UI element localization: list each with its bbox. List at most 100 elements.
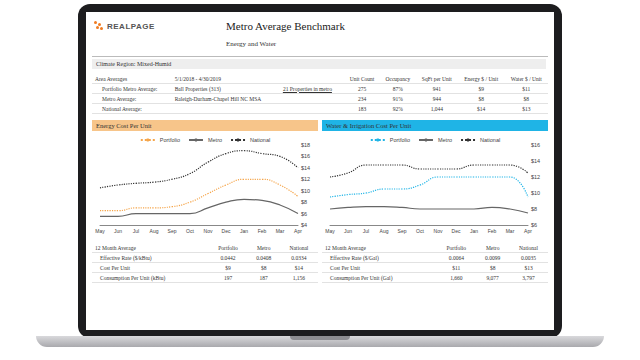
- svg-text:Portfolio: Portfolio: [390, 137, 410, 143]
- svg-text:$16: $16: [531, 142, 540, 148]
- svg-text:May: May: [325, 228, 335, 234]
- html-text:Unit Count: Unit Count: [349, 75, 375, 82]
- svg-text:Jan: Jan: [240, 228, 248, 234]
- svg-text:National: National: [480, 137, 500, 143]
- svg-text:Dec: Dec: [452, 228, 461, 234]
- html-text:$11: $11: [522, 85, 531, 92]
- html-text:$8: $8: [489, 264, 496, 271]
- html-text:Metro: Metro: [485, 244, 500, 251]
- html-text:Energy $ / Unit: Energy $ / Unit: [464, 75, 499, 82]
- html-text:Cost Per Unit: Cost Per Unit: [330, 264, 360, 271]
- svg-text:Aug: Aug: [380, 228, 389, 234]
- html-text:92%: 92%: [392, 105, 403, 112]
- html-text:944: 944: [432, 95, 441, 102]
- html-text:0.0064: 0.0064: [448, 254, 464, 261]
- html-text:0.0334: 0.0334: [291, 254, 307, 261]
- html-text:Portfolio: Portfolio: [218, 244, 238, 251]
- svg-text:Apr: Apr: [524, 228, 532, 234]
- svg-text:$6: $6: [531, 222, 537, 228]
- html-text:234: 234: [357, 95, 367, 102]
- html-text:Area Averages: Area Averages: [95, 75, 128, 82]
- html-text:Occupancy: Occupancy: [385, 75, 411, 82]
- html-text:Metro Average:: Metro Average:: [102, 95, 137, 102]
- html-text:$11: $11: [452, 264, 461, 271]
- svg-text:Oct: Oct: [416, 228, 424, 234]
- html-text:Raleigh-Durham-Chapel Hill NC: Raleigh-Durham-Chapel Hill NC MSA: [174, 95, 262, 102]
- svg-text:$10: $10: [531, 190, 540, 196]
- svg-text:$6: $6: [301, 211, 307, 217]
- html-text:National Average:: National Average:: [102, 105, 142, 112]
- html-text:Metro Average Benchmark: Metro Average Benchmark: [226, 20, 345, 32]
- svg-text:Mar: Mar: [506, 228, 515, 234]
- svg-text:Sep: Sep: [398, 228, 407, 234]
- html-text:5/1/2018 - 4/30/2019: 5/1/2018 - 4/30/2019: [174, 75, 222, 82]
- html-text:12 Month Average: 12 Month Average: [95, 244, 136, 251]
- html-text:$13: $13: [524, 264, 533, 271]
- html-text:$13: $13: [522, 105, 531, 112]
- html-text:Water $ / Unit: Water $ / Unit: [510, 75, 542, 82]
- svg-text:$12: $12: [301, 176, 310, 182]
- svg-text:Nov: Nov: [204, 228, 213, 234]
- svg-text:Nov: Nov: [434, 228, 443, 234]
- html-text:187: 187: [259, 274, 268, 281]
- svg-text:Metro: Metro: [438, 137, 452, 143]
- html-text:Energy Cost Per Unit: Energy Cost Per Unit: [96, 122, 152, 129]
- html-text:941: 941: [432, 85, 441, 92]
- svg-text:Aug: Aug: [150, 228, 159, 234]
- html-text:Portfolio Metro Average:: Portfolio Metro Average:: [102, 85, 158, 92]
- svg-text:Oct: Oct: [186, 228, 194, 234]
- html-text:0.0442: 0.0442: [220, 254, 236, 261]
- svg-text:$14: $14: [301, 165, 310, 171]
- svg-text:National: National: [250, 137, 270, 143]
- html-text:87%: 87%: [392, 85, 403, 92]
- html-text:$14: $14: [294, 264, 303, 271]
- svg-text:May: May: [95, 228, 105, 234]
- html-text:0.0099: 0.0099: [485, 254, 501, 261]
- svg-text:$14: $14: [531, 158, 540, 164]
- svg-text:$16: $16: [301, 153, 310, 159]
- svg-text:Mar: Mar: [276, 228, 285, 234]
- html-text:$14: $14: [477, 105, 486, 112]
- svg-text:Portfolio: Portfolio: [160, 137, 180, 143]
- svg-text:Jul: Jul: [363, 228, 369, 234]
- html-text:Ball Properties (313): Ball Properties (313): [174, 85, 221, 92]
- svg-text:Sep: Sep: [168, 228, 177, 234]
- html-text:Cost Per Unit: Cost Per Unit: [100, 264, 130, 271]
- svg-text:Jun: Jun: [344, 228, 352, 234]
- svg-text:Metro: Metro: [208, 137, 222, 143]
- html-text:21 Properties in metro: 21 Properties in metro: [282, 85, 332, 92]
- html-text:0.0408: 0.0408: [256, 254, 272, 261]
- svg-text:Feb: Feb: [488, 228, 497, 234]
- html-text:National: National: [289, 244, 309, 251]
- svg-text:$8: $8: [301, 199, 307, 205]
- html-text:12 Month Average: 12 Month Average: [325, 244, 366, 251]
- html-text:91%: 91%: [392, 95, 403, 102]
- svg-text:Feb: Feb: [258, 228, 267, 234]
- svg-text:$10: $10: [301, 188, 310, 194]
- html-text:183: 183: [357, 105, 367, 112]
- html-text:Portfolio: Portfolio: [446, 244, 467, 251]
- svg-text:Jan: Jan: [470, 228, 478, 234]
- html-text:Effective Rate ($/Gal): Effective Rate ($/Gal): [330, 254, 379, 261]
- svg-text:Jun: Jun: [114, 228, 122, 234]
- svg-text:$18: $18: [301, 142, 310, 148]
- html-text:Metro: Metro: [257, 244, 271, 251]
- html-text:Consumption Per Unit (kBtu): Consumption Per Unit (kBtu): [100, 274, 166, 281]
- svg-text:Jul: Jul: [133, 228, 139, 234]
- svg-text:$4: $4: [301, 222, 307, 228]
- html-text:0.0035: 0.0035: [521, 254, 537, 261]
- html-text:REALPAGE: REALPAGE: [107, 22, 155, 31]
- svg-text:Apr: Apr: [294, 228, 302, 234]
- html-text:National: National: [519, 244, 538, 251]
- html-text:1,156: 1,156: [292, 274, 306, 281]
- html-text:SqFt per Unit: SqFt per Unit: [421, 75, 452, 82]
- html-text:Water & Irrigation Cost Per Un: Water & Irrigation Cost Per Unit: [326, 122, 412, 129]
- html-text:197: 197: [223, 274, 233, 281]
- svg-text:$8: $8: [531, 206, 537, 212]
- html-text:1,044: 1,044: [430, 105, 443, 112]
- svg-text:Dec: Dec: [222, 228, 231, 234]
- html-text:Energy and Water: Energy and Water: [226, 40, 277, 48]
- svg-text:$12: $12: [531, 174, 540, 180]
- html-text:Effective Rate ($/kBtu): Effective Rate ($/kBtu): [100, 254, 152, 261]
- html-text:275: 275: [357, 85, 367, 92]
